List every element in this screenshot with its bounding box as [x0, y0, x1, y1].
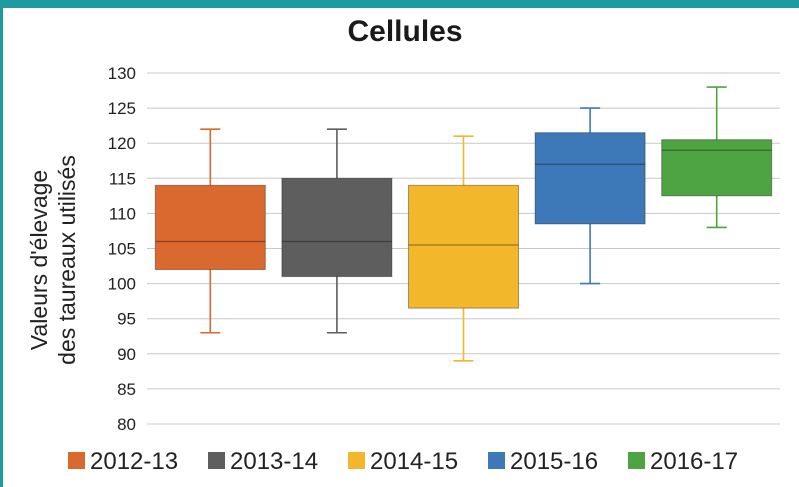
legend-swatch — [348, 452, 365, 469]
iqr-box — [281, 177, 393, 278]
box-2015-16 — [534, 107, 646, 285]
iqr-box — [661, 139, 773, 197]
y-tick-label: 85 — [117, 380, 136, 399]
legend-item-2014-15: 2014-15 — [348, 448, 458, 475]
y-tick-label: 125 — [108, 99, 136, 118]
y-axis-label-line-2: des taureaux utilisés — [54, 155, 80, 365]
iqr-box — [154, 184, 266, 271]
y-axis-label: Valeurs d'élevage des taureaux utilisés — [26, 155, 80, 365]
y-tick-labels: 80 85 90 95 100 105 110 115 120 125 130 — [108, 64, 136, 434]
y-tick-label: 110 — [109, 204, 136, 223]
y-tick-label: 95 — [117, 310, 136, 329]
legend-label: 2015-16 — [510, 448, 598, 475]
iqr-box — [408, 184, 519, 309]
box-series — [154, 86, 773, 362]
legend-label: 2013-14 — [230, 448, 318, 475]
y-tick-label: 120 — [108, 134, 136, 153]
legend-item-2012-13: 2012-13 — [68, 448, 178, 475]
legend-item-2013-14: 2013-14 — [208, 448, 318, 475]
box-2016-17 — [661, 86, 773, 229]
legend-label: 2016-17 — [650, 448, 738, 475]
legend-label: 2014-15 — [370, 448, 458, 475]
legend-swatch — [628, 452, 645, 469]
legend-swatch — [68, 452, 85, 469]
legend-item-2015-16: 2015-16 — [488, 448, 598, 475]
y-tick-label: 130 — [108, 64, 136, 83]
legend-swatch — [488, 452, 505, 469]
y-tick-label: 80 — [117, 415, 136, 434]
left-accent-rule — [0, 8, 3, 487]
y-tick-label: 90 — [117, 345, 136, 364]
chart-title: Cellules — [347, 15, 462, 48]
legend-label: 2012-13 — [90, 448, 178, 475]
top-accent-bar — [0, 0, 799, 8]
legend-item-2016-17: 2016-17 — [628, 448, 738, 475]
box-2013-14 — [281, 128, 393, 334]
y-tick-label: 115 — [109, 169, 136, 188]
box-2014-15 — [408, 135, 519, 362]
y-tick-label: 100 — [108, 275, 136, 294]
iqr-box — [534, 132, 646, 225]
legend-swatch — [208, 452, 225, 469]
y-axis-label-line-1: Valeurs d'élevage — [26, 170, 52, 350]
box-2012-13 — [154, 128, 266, 334]
legend: 2012-13 2013-14 2014-15 2015-16 2016-17 — [68, 448, 738, 475]
y-tick-label: 105 — [108, 240, 136, 259]
